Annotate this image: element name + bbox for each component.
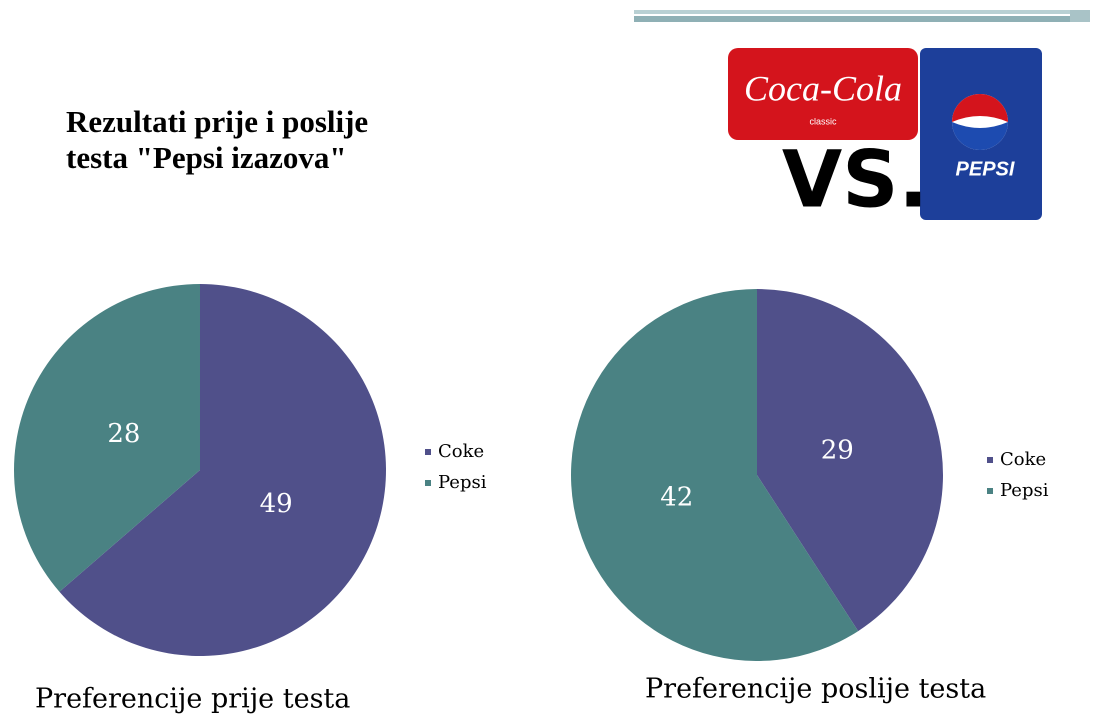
pie-slice — [571, 289, 859, 662]
legend-swatch — [987, 488, 993, 494]
chart-title: Preferencije poslije testa — [645, 674, 986, 705]
legend-label: Pepsi — [1000, 480, 1049, 501]
logo: Coca-Cola classic PEPSI VS. — [728, 48, 1042, 225]
pie-slice — [757, 289, 944, 632]
legend-swatch — [425, 480, 431, 486]
chart-title: Preferencije prije testa — [35, 684, 350, 715]
logo-text: Coca-Cola — [744, 68, 902, 108]
logo-text: classic — [809, 116, 837, 126]
pie-slice — [59, 284, 387, 656]
legend-swatch — [425, 449, 431, 455]
legend-label: Pepsi — [438, 472, 487, 493]
value-label: 49 — [260, 489, 293, 519]
value-label: 42 — [660, 483, 693, 513]
top-bar — [634, 10, 1090, 22]
value-label: 29 — [821, 435, 854, 465]
pie-slice — [14, 284, 201, 592]
legend-label: Coke — [1000, 449, 1046, 470]
slide-title: Rezultati prije i poslije testa "Pepsi i… — [66, 104, 369, 175]
logo-text: PEPSI — [956, 158, 1015, 180]
logo-text: VS. — [782, 135, 928, 225]
value-label: 28 — [107, 419, 140, 449]
legend-label: Coke — [438, 441, 484, 462]
legend-swatch — [987, 457, 993, 463]
